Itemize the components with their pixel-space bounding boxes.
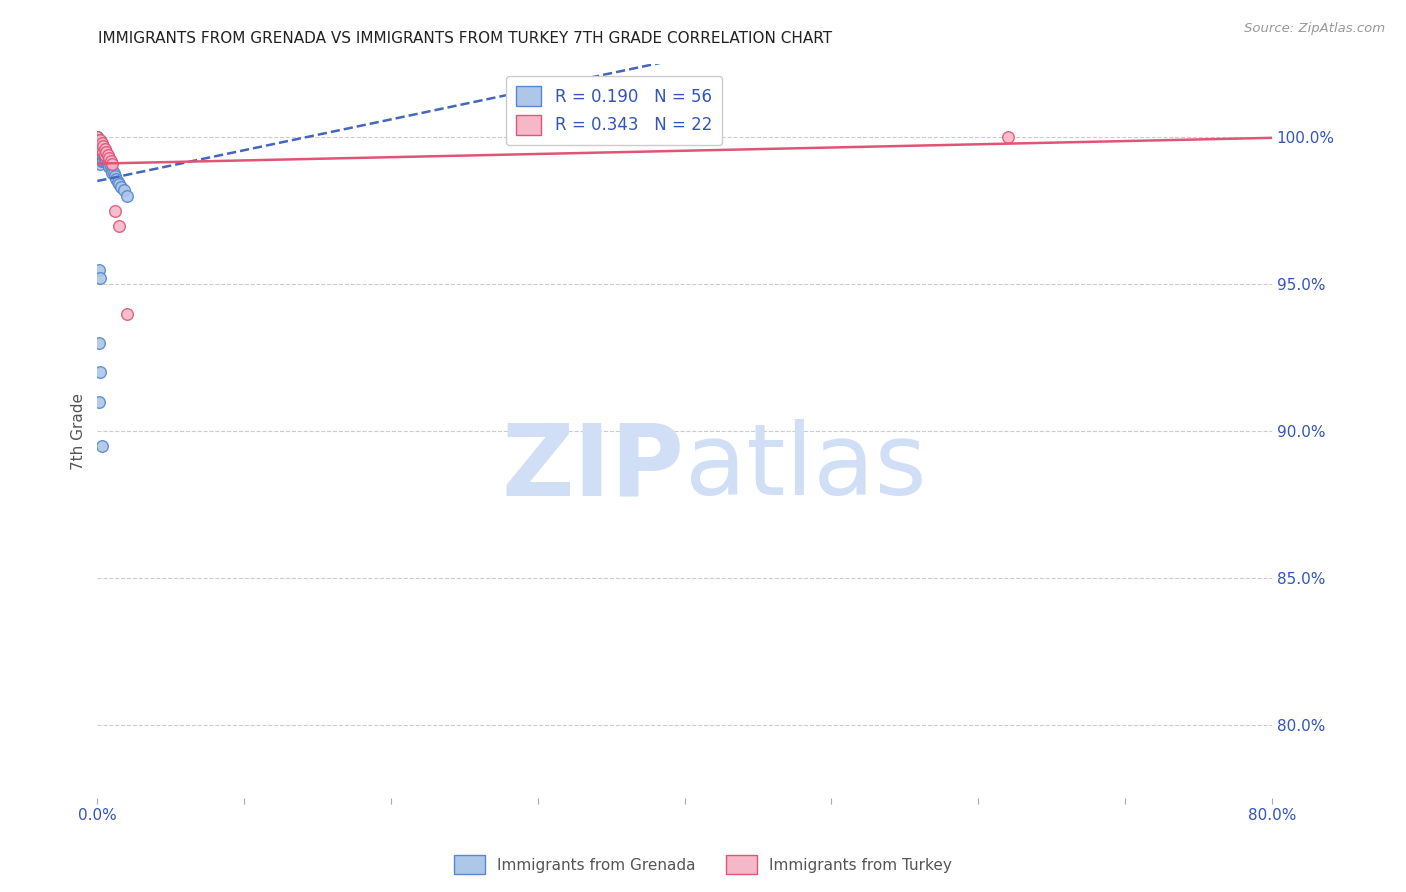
Point (89, 153, 111, 168)
Point (98, 157, 121, 171)
Point (87, 139, 110, 153)
Point (89, 139, 111, 153)
Point (101, 162, 124, 177)
Point (90, 148, 112, 162)
Point (90, 439, 112, 453)
Point (97, 153, 120, 168)
Point (89, 148, 111, 162)
Point (115, 189, 138, 203)
Text: Source: ZipAtlas.com: Source: ZipAtlas.com (1244, 22, 1385, 36)
Point (98, 151, 121, 165)
Point (96, 153, 118, 168)
Point (87, 148, 110, 162)
Point (87, 133, 110, 147)
Point (89, 151, 111, 165)
Point (98, 160, 121, 174)
Point (108, 219, 131, 233)
Point (89, 142, 111, 156)
Point (87, 394, 110, 409)
Point (997, 130, 1019, 145)
Point (89, 365, 111, 379)
Point (115, 307, 138, 321)
Point (110, 180, 132, 194)
Point (87, 142, 110, 156)
Point (93, 142, 115, 156)
Point (87, 142, 110, 156)
Point (90, 139, 112, 153)
Point (96, 145, 118, 160)
Point (87, 336, 110, 351)
Point (101, 166, 124, 180)
Point (100, 160, 122, 174)
Point (86, 130, 108, 145)
Point (104, 203, 127, 218)
Point (91, 153, 114, 168)
Point (87, 136, 110, 151)
Point (96, 151, 118, 165)
Legend: R = 0.190   N = 56, R = 0.343   N = 22: R = 0.190 N = 56, R = 0.343 N = 22 (506, 76, 723, 145)
Point (89, 145, 111, 160)
Point (90, 142, 112, 156)
Point (87, 133, 110, 147)
Point (112, 183, 135, 197)
Point (87, 139, 110, 153)
Point (87, 133, 110, 147)
Point (91, 139, 114, 153)
Text: ZIP: ZIP (502, 419, 685, 516)
Point (100, 153, 122, 168)
Y-axis label: 7th Grade: 7th Grade (72, 392, 86, 469)
Point (89, 133, 111, 147)
Point (104, 169, 127, 183)
Point (87, 136, 110, 151)
Point (91, 145, 114, 160)
Text: IMMIGRANTS FROM GRENADA VS IMMIGRANTS FROM TURKEY 7TH GRADE CORRELATION CHART: IMMIGRANTS FROM GRENADA VS IMMIGRANTS FR… (98, 31, 832, 46)
Point (108, 178, 131, 192)
Point (97, 148, 120, 162)
Legend: Immigrants from Grenada, Immigrants from Turkey: Immigrants from Grenada, Immigrants from… (449, 849, 957, 880)
Point (91, 151, 114, 165)
Point (90, 142, 112, 156)
Point (103, 166, 125, 180)
Point (86, 130, 108, 145)
Point (89, 142, 111, 156)
Point (90, 151, 112, 165)
Point (87, 136, 110, 151)
Point (105, 171, 128, 186)
Point (90, 145, 112, 160)
Point (90, 136, 112, 151)
Point (87, 145, 110, 160)
Point (89, 136, 111, 151)
Point (91, 148, 114, 162)
Point (86, 130, 108, 145)
Point (93, 148, 115, 162)
Point (89, 139, 111, 153)
Point (93, 148, 115, 162)
Point (90, 153, 112, 168)
Point (107, 174, 129, 188)
Text: atlas: atlas (685, 419, 927, 516)
Point (87, 139, 110, 153)
Point (89, 271, 111, 285)
Point (91, 145, 114, 160)
Point (97, 157, 120, 171)
Point (101, 157, 124, 171)
Point (93, 151, 115, 165)
Point (89, 157, 111, 171)
Point (87, 262, 110, 277)
Point (93, 153, 115, 168)
